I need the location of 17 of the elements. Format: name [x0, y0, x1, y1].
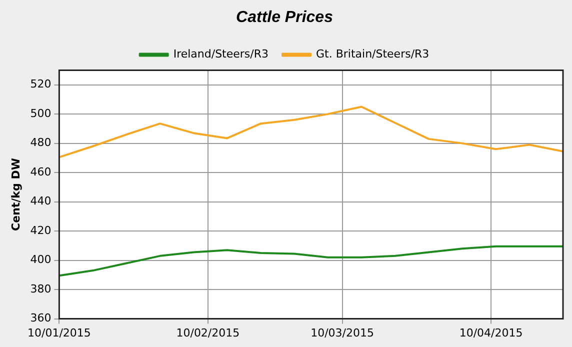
- y-tick-label: 520: [30, 78, 52, 91]
- x-tick-label: 10/03/2015: [310, 326, 374, 340]
- y-tick-label: 380: [30, 282, 52, 296]
- x-tick-label: 10/04/2015: [459, 326, 523, 340]
- y-tick-label: 460: [30, 165, 52, 178]
- y-tick-label: 360: [30, 312, 52, 325]
- x-tick-label: 10/01/2015: [27, 326, 91, 340]
- y-tick-label: 400: [30, 253, 52, 266]
- y-tick-label: 500: [30, 106, 52, 120]
- y-tick-label: 480: [30, 136, 52, 150]
- chart-title: Cattle Prices: [236, 9, 334, 26]
- y-tick-label: 420: [30, 224, 52, 237]
- y-tick-label: 440: [30, 194, 52, 208]
- y-axis-title: Cent/kg DW: [9, 158, 22, 231]
- x-tick-label: 10/02/2015: [176, 326, 240, 340]
- legend-label: Ireland/Steers/R3: [173, 48, 269, 61]
- legend-label: Gt. Britain/Steers/R3: [316, 48, 430, 61]
